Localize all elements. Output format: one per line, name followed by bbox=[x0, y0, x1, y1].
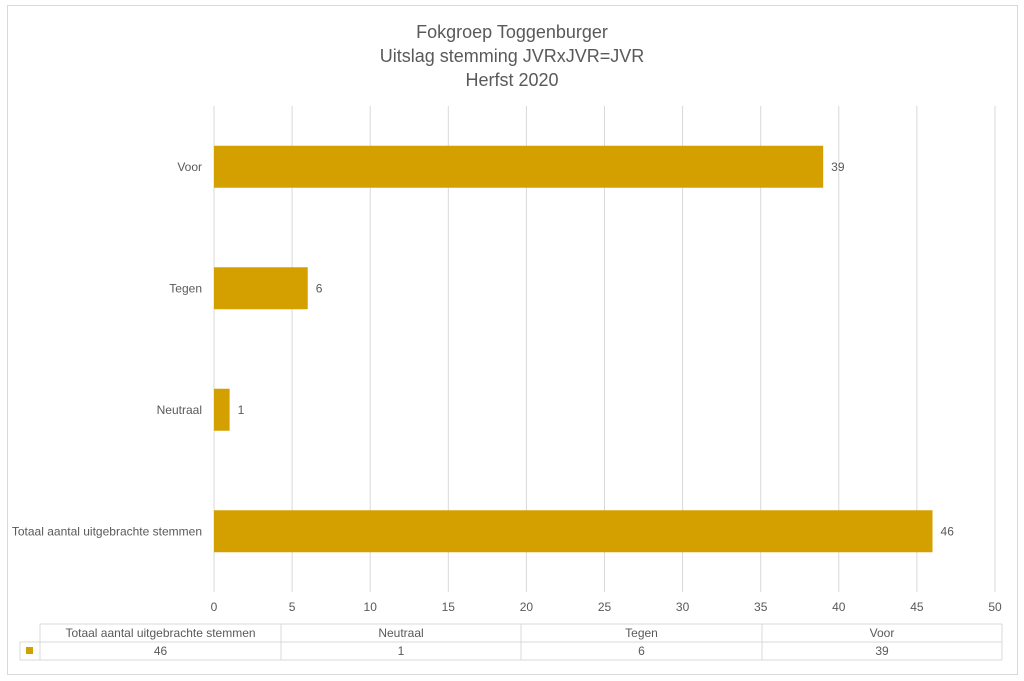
table-value: 1 bbox=[398, 644, 405, 658]
x-tick-label: 5 bbox=[289, 600, 296, 614]
table-header: Tegen bbox=[625, 626, 658, 640]
x-tick-label: 30 bbox=[676, 600, 690, 614]
table-value: 6 bbox=[638, 644, 645, 658]
chart-title-line-3: Herfst 2020 bbox=[465, 70, 558, 90]
bar bbox=[214, 388, 230, 431]
category-label: Voor bbox=[177, 160, 202, 174]
category-label: Totaal aantal uitgebrachte stemmen bbox=[12, 524, 202, 538]
x-tick-label: 35 bbox=[754, 600, 768, 614]
x-tick-label: 20 bbox=[520, 600, 534, 614]
data-label: 46 bbox=[941, 524, 955, 538]
table-header: Totaal aantal uitgebrachte stemmen bbox=[65, 626, 255, 640]
chart-title-line-2: Uitslag stemming JVRxJVR=JVR bbox=[380, 46, 645, 66]
chart-title-line-1: Fokgroep Toggenburger bbox=[416, 22, 608, 42]
x-tick-label: 50 bbox=[988, 600, 1002, 614]
data-label: 39 bbox=[831, 160, 845, 174]
x-tick-label: 45 bbox=[910, 600, 924, 614]
bar bbox=[214, 145, 824, 188]
bar bbox=[214, 510, 933, 553]
legend-key bbox=[26, 647, 33, 654]
data-label: 1 bbox=[238, 403, 245, 417]
table-header: Voor bbox=[870, 626, 895, 640]
x-tick-label: 15 bbox=[442, 600, 456, 614]
x-tick-label: 40 bbox=[832, 600, 846, 614]
x-tick-label: 0 bbox=[211, 600, 218, 614]
table-header: Neutraal bbox=[378, 626, 423, 640]
x-tick-label: 25 bbox=[598, 600, 612, 614]
table-value: 46 bbox=[154, 644, 168, 658]
category-label: Tegen bbox=[169, 281, 202, 295]
chart-frame bbox=[7, 5, 1018, 675]
x-tick-label: 10 bbox=[364, 600, 378, 614]
table-value: 39 bbox=[875, 644, 889, 658]
data-label: 6 bbox=[316, 281, 323, 295]
bar bbox=[214, 267, 308, 310]
category-label: Neutraal bbox=[157, 403, 202, 417]
